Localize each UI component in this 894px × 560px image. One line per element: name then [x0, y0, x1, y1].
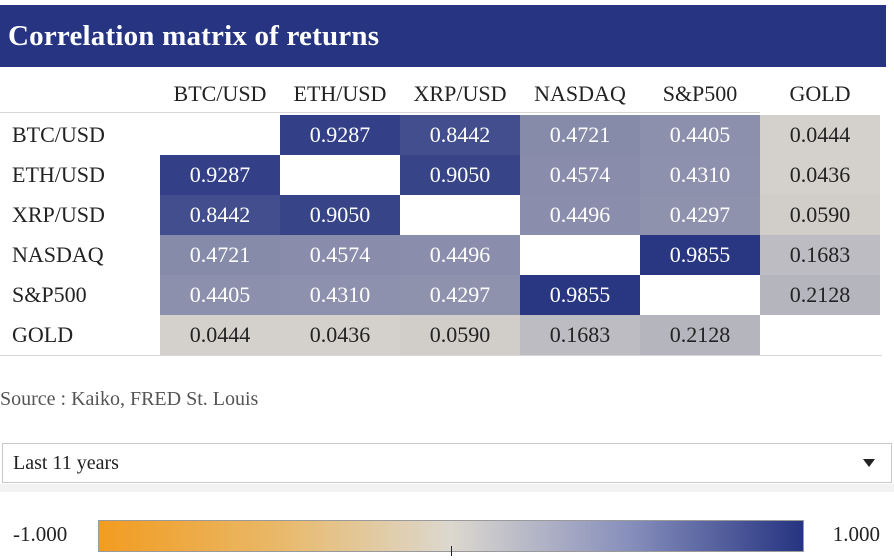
heatmap-cell — [160, 115, 280, 155]
row-header: S&P500 — [12, 282, 87, 307]
title-bar: Correlation matrix of returns — [0, 5, 886, 67]
source-note: Source : Kaiko, FRED St. Louis — [0, 388, 259, 410]
heatmap-cell: 0.0444 — [160, 315, 280, 355]
column-header: GOLD — [789, 81, 851, 106]
heatmap-cell: 0.2128 — [640, 315, 760, 355]
heatmap-cell — [280, 155, 400, 195]
table-bottom-divider — [0, 355, 882, 356]
period-select-value: Last 11 years — [13, 452, 119, 474]
heatmap-cell: 0.9050 — [400, 155, 520, 195]
header-divider — [0, 112, 760, 113]
heatmap-cell: 0.8442 — [160, 195, 280, 235]
heatmap-cell: 0.0590 — [760, 195, 880, 235]
chevron-down-icon[interactable] — [863, 459, 875, 467]
row-header: BTC/USD — [12, 122, 105, 147]
row-header: NASDAQ — [12, 242, 104, 267]
heatmap-cell: 0.9287 — [160, 155, 280, 195]
column-header: S&P500 — [662, 81, 738, 106]
heatmap-cell: 0.4405 — [160, 275, 280, 315]
column-header: BTC/USD — [173, 81, 267, 106]
legend-band-divider — [0, 484, 894, 492]
heatmap-cell: 0.4574 — [280, 235, 400, 275]
heatmap-cell: 0.0436 — [280, 315, 400, 355]
period-select[interactable]: Last 11 years — [2, 443, 892, 483]
heatmap-cell: 0.9050 — [280, 195, 400, 235]
heatmap-cell: 0.4496 — [400, 235, 520, 275]
heatmap-cell: 0.4310 — [640, 155, 760, 195]
heatmap-cell: 0.0436 — [760, 155, 880, 195]
legend-min-label: -1.000 — [13, 522, 68, 546]
column-header: XRP/USD — [413, 81, 507, 106]
heatmap-cell: 0.0590 — [400, 315, 520, 355]
heatmap-cell — [760, 315, 880, 355]
heatmap-cell: 0.4721 — [520, 115, 640, 155]
heatmap-cell: 0.4496 — [520, 195, 640, 235]
heatmap-cell: 0.8442 — [400, 115, 520, 155]
row-header: XRP/USD — [12, 202, 105, 227]
heatmap-cell — [400, 195, 520, 235]
heatmap-cell: 0.4297 — [400, 275, 520, 315]
heatmap-cell: 0.4405 — [640, 115, 760, 155]
chart-title: Correlation matrix of returns — [8, 19, 380, 52]
column-header: NASDAQ — [534, 81, 626, 106]
heatmap-cell — [640, 275, 760, 315]
heatmap-cell: 0.1683 — [520, 315, 640, 355]
heatmap-cell: 0.1683 — [760, 235, 880, 275]
heatmap-cell: 0.4310 — [280, 275, 400, 315]
color-scale-marker — [451, 546, 452, 556]
row-header: GOLD — [12, 322, 74, 347]
heatmap-cell: 0.9855 — [520, 275, 640, 315]
row-header: ETH/USD — [12, 162, 105, 187]
heatmap-cell — [520, 235, 640, 275]
column-header: ETH/USD — [293, 81, 387, 106]
heatmap-cell: 0.4297 — [640, 195, 760, 235]
heatmap-cell: 0.4574 — [520, 155, 640, 195]
heatmap-cell: 0.2128 — [760, 275, 880, 315]
heatmap-cell: 0.9287 — [280, 115, 400, 155]
legend-max-label: 1.000 — [832, 522, 880, 546]
heatmap-cell: 0.4721 — [160, 235, 280, 275]
heatmap-cell: 0.9855 — [640, 235, 760, 275]
heatmap-cell: 0.0444 — [760, 115, 880, 155]
